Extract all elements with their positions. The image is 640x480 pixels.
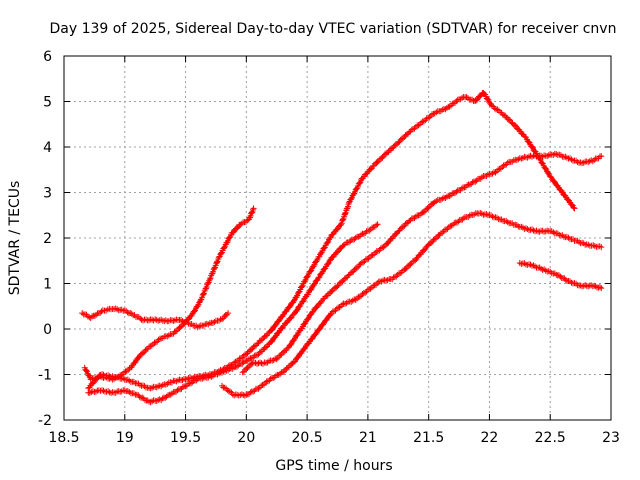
- series-track-b: [81, 205, 257, 383]
- tick-layer: 18.5 19 19.5 20 20.5 21 21.5 22 22.5 23-2-1012345…: [38, 49, 620, 446]
- x-tick-label: 20: [237, 430, 255, 446]
- series-track-d: [85, 221, 381, 406]
- series-layer: [79, 89, 605, 406]
- series-markers: [79, 305, 232, 331]
- series-track-a: [79, 305, 232, 331]
- x-tick-label: 22: [481, 430, 499, 446]
- series-markers: [81, 205, 257, 383]
- series-track-f: [219, 210, 605, 399]
- series-markers: [85, 89, 578, 392]
- series-track-e: [239, 150, 605, 376]
- series-markers: [239, 150, 605, 376]
- y-axis-label: SDTVAR / TECUs: [7, 181, 23, 296]
- series-markers: [219, 210, 605, 399]
- grid-layer: [64, 56, 611, 420]
- plot-frame: [63, 55, 612, 421]
- series-track-g: [516, 260, 605, 292]
- series-markers: [516, 260, 605, 292]
- x-tick-label: 23: [602, 430, 620, 446]
- series-track-c: [85, 89, 578, 392]
- x-axis-label: GPS time / hours: [275, 458, 392, 474]
- x-tick-label: 22.5: [535, 430, 566, 446]
- y-tick-label: 6: [43, 49, 52, 65]
- x-tick-label: 20.5: [292, 430, 323, 446]
- y-tick-label: -2: [38, 413, 52, 429]
- x-tick-label: 19: [116, 430, 134, 446]
- y-tick-label: 2: [43, 231, 52, 247]
- x-tick-label: 18.5: [48, 430, 79, 446]
- chart-title: Day 139 of 2025, Sidereal Day-to-day VTE…: [50, 21, 617, 37]
- y-tick-label: -1: [38, 368, 52, 384]
- y-tick-label: 0: [43, 322, 52, 338]
- y-tick-label: 5: [43, 95, 52, 111]
- y-tick-label: 3: [43, 186, 52, 202]
- y-tick-label: 1: [43, 277, 52, 293]
- x-tick-label: 21: [359, 430, 377, 446]
- x-tick-label: 21.5: [413, 430, 444, 446]
- y-tick-label: 4: [43, 140, 52, 156]
- x-tick-label: 19.5: [170, 430, 201, 446]
